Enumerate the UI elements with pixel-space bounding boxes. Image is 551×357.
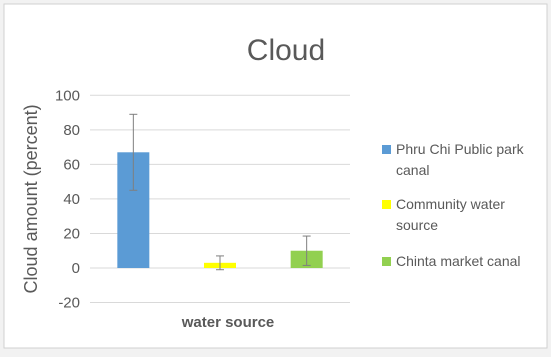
y-tick-label: -20 [58,295,80,312]
y-axis-label: Cloud amount (percent) [21,104,41,293]
y-tick-label: 100 [55,87,80,104]
chart-frame [3,3,548,349]
x-axis-label: water source [181,314,275,331]
legend-label: Community water [396,196,505,212]
y-tick-label: 60 [63,156,80,173]
y-tick-label: 0 [72,260,80,277]
chart-title: Cloud [247,34,325,67]
legend-label: Chinta market canal [396,253,521,269]
y-tick-label: 80 [63,122,80,139]
y-tick-label: 40 [63,191,80,208]
legend-swatch [382,257,391,266]
legend-swatch [382,145,391,154]
legend-swatch [382,200,391,209]
legend-label: Phru Chi Public park [396,141,525,157]
legend-label: source [396,217,438,233]
y-tick-label: 20 [63,225,80,242]
legend-label: canal [396,162,429,178]
